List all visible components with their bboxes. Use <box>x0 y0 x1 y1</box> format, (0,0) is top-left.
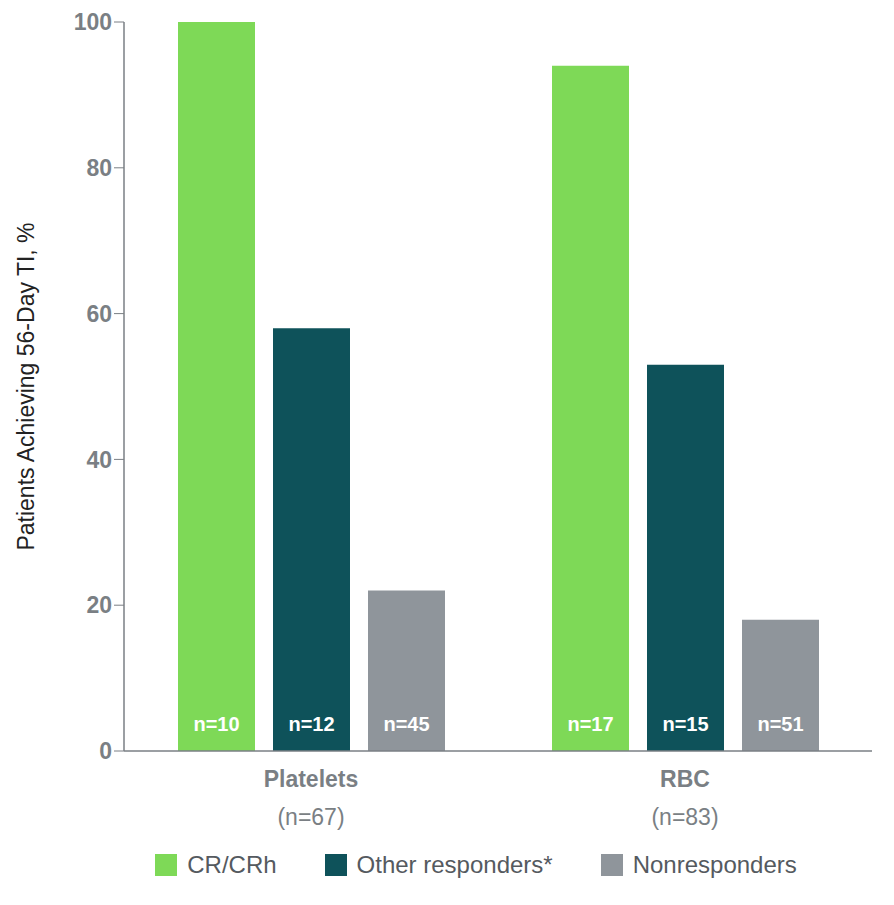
svg-text:100: 100 <box>74 9 112 35</box>
html-text:Nonresponders: Nonresponders <box>632 851 797 878</box>
svg-text:Patients Achieving 56-Day TI,: Patients Achieving 56-Day TI, % <box>13 222 39 550</box>
svg-text:40: 40 <box>86 447 112 473</box>
svg-text:RBC: RBC <box>660 766 710 792</box>
svg-text:Platelets: Platelets <box>264 766 359 792</box>
svg-text:60: 60 <box>86 301 112 327</box>
svg-text:n=45: n=45 <box>383 713 429 735</box>
svg-text:n=15: n=15 <box>662 713 708 735</box>
svg-text:n=51: n=51 <box>757 713 803 735</box>
svg-text:(n=83): (n=83) <box>651 804 718 830</box>
svg-text:n=12: n=12 <box>288 713 334 735</box>
html-text:Other responders*: Other responders* <box>356 851 553 878</box>
svg-text:n=17: n=17 <box>567 713 613 735</box>
svg-text:(n=67): (n=67) <box>277 804 344 830</box>
svg-text:0: 0 <box>99 738 112 764</box>
svg-text:80: 80 <box>86 155 112 181</box>
html-text:CR/CRh: CR/CRh <box>187 851 277 878</box>
svg-text:n=10: n=10 <box>193 713 239 735</box>
svg-text:20: 20 <box>86 592 112 618</box>
